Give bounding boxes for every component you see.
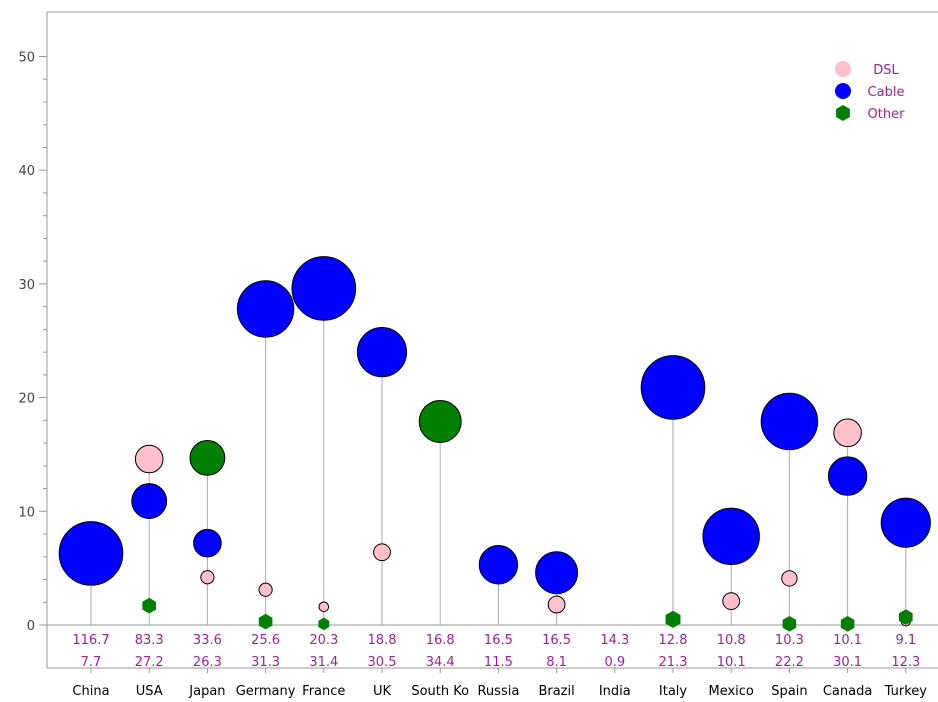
legend-label-other: Other xyxy=(868,107,906,122)
stat-row1-label: 12.8 xyxy=(659,633,688,648)
x-tick-label: Brazil xyxy=(538,684,574,698)
stat-row2-label: 34.4 xyxy=(426,655,455,670)
y-tick-label: 20 xyxy=(18,392,35,407)
dsl-bubble-canada xyxy=(833,418,862,448)
other-bubble-usa xyxy=(142,597,156,614)
y-tick-label: 40 xyxy=(18,164,35,179)
cable-bubble-china xyxy=(58,521,124,586)
stat-row1-label: 10.1 xyxy=(833,633,862,648)
x-tick-label: China xyxy=(72,684,109,698)
stat-row1-label: 16.8 xyxy=(426,633,455,648)
stat-row2-label: 31.4 xyxy=(309,655,338,670)
stat-row2-label: 31.3 xyxy=(251,655,280,670)
legend-swatch-dsl xyxy=(835,61,851,77)
stat-row2-label: 12.3 xyxy=(891,655,920,670)
x-tick-label: France xyxy=(302,684,345,698)
stat-row1-label: 10.8 xyxy=(717,633,746,648)
other-bubble-japan xyxy=(189,439,226,476)
stat-row2-label: 7.7 xyxy=(81,655,102,670)
cable-bubble-spain xyxy=(760,392,819,451)
x-tick-label: Germany xyxy=(236,684,296,698)
x-tick-label: Mexico xyxy=(708,684,753,698)
cable-bubble-france xyxy=(291,256,357,321)
other-bubble-turkey xyxy=(899,609,913,625)
legend-swatch-other xyxy=(836,105,850,121)
other-bubble-south-ko xyxy=(418,399,462,443)
x-tick-label: India xyxy=(599,684,631,698)
stat-row2-label: 0.9 xyxy=(604,655,625,670)
legend-label-cable: Cable xyxy=(868,85,905,100)
cable-bubble-italy xyxy=(640,355,706,420)
other-bubble-canada xyxy=(840,616,855,632)
stat-row2-label: 22.2 xyxy=(775,655,804,670)
stat-row2-label: 8.1 xyxy=(546,655,567,670)
dsl-bubble-usa xyxy=(134,444,164,474)
x-tick-label: Italy xyxy=(659,684,688,698)
stat-row2-label: 30.5 xyxy=(368,655,397,670)
y-tick-label: 50 xyxy=(18,51,35,66)
stat-row2-label: 26.3 xyxy=(193,655,222,670)
legend: DSL Cable Other xyxy=(835,61,905,122)
x-tick-label: USA xyxy=(136,684,163,698)
x-tick-label: Russia xyxy=(477,684,519,698)
stat-row1-label: 116.7 xyxy=(72,633,109,648)
y-axis: 0 10 20 30 40 50 xyxy=(18,51,47,634)
dsl-bubble-japan xyxy=(200,570,215,585)
other-bubble-spain xyxy=(782,616,797,632)
y-tick-label: 10 xyxy=(18,505,35,520)
cable-bubble-usa xyxy=(131,483,168,519)
stat-row1-label: 25.6 xyxy=(251,633,280,648)
legend-swatch-cable xyxy=(835,83,851,99)
y-tick-label: 30 xyxy=(18,278,35,293)
stat-row1-label: 83.3 xyxy=(135,633,164,648)
cable-bubble-russia xyxy=(478,545,519,585)
dsl-bubble-germany xyxy=(258,582,273,597)
dsl-bubble-uk xyxy=(373,543,391,562)
cable-bubble-brazil xyxy=(535,551,579,595)
x-tick-label: Japan xyxy=(188,684,225,698)
stat-row2-label: 30.1 xyxy=(833,655,862,670)
y-tick-label: 0 xyxy=(27,619,35,634)
dsl-bubble-france xyxy=(318,601,330,613)
cable-bubble-canada xyxy=(827,456,868,496)
stat-row1-label: 9.1 xyxy=(895,633,916,648)
cable-bubble-mexico xyxy=(702,507,760,566)
stat-row1-label: 14.3 xyxy=(600,633,629,648)
other-bubble-france xyxy=(318,617,330,631)
cable-bubble-turkey xyxy=(880,497,931,548)
x-tick-label: UK xyxy=(373,684,392,698)
stat-row2-label: 27.2 xyxy=(135,655,164,670)
x-tick-label: Turkey xyxy=(884,684,928,698)
stat-row2-label: 21.3 xyxy=(659,655,688,670)
other-bubble-italy xyxy=(665,610,681,628)
stat-row1-label: 16.5 xyxy=(484,633,513,648)
dsl-bubble-brazil xyxy=(547,595,566,614)
legend-label-dsl: DSL xyxy=(873,63,899,78)
bubbles xyxy=(58,256,931,632)
stat-row2-label: 10.1 xyxy=(717,655,746,670)
cable-bubble-uk xyxy=(356,327,408,378)
stat-labels: 116.7 7.7 83.3 27.2 33.6 26.3 25.6 31.3 20.3 31.4… xyxy=(72,633,920,670)
cable-bubble-japan xyxy=(193,528,222,558)
dsl-bubble-mexico xyxy=(722,592,741,611)
dsl-bubble-spain xyxy=(781,570,798,587)
stat-row2-label: 11.5 xyxy=(484,655,513,670)
stat-row1-label: 18.8 xyxy=(368,633,397,648)
other-bubble-germany xyxy=(258,613,273,630)
cable-bubble-germany xyxy=(236,280,295,338)
x-axis: China USA Japan Germany France UK South Ko Russ… xyxy=(72,668,928,699)
x-tick-label: Spain xyxy=(771,684,807,698)
x-tick-label: Canada xyxy=(823,684,872,698)
stat-row1-label: 20.3 xyxy=(309,633,338,648)
stat-row1-label: 10.3 xyxy=(775,633,804,648)
stat-row1-label: 16.5 xyxy=(542,633,571,648)
stat-row1-label: 33.6 xyxy=(193,633,222,648)
x-tick-label: South Ko xyxy=(411,684,469,698)
